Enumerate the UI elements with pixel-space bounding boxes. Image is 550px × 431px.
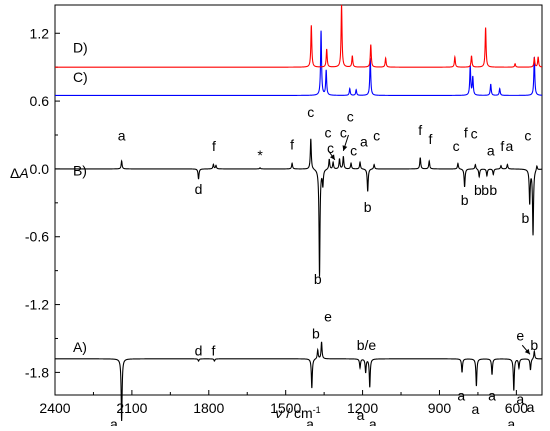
peak-annotation: b [474,182,482,198]
series-line [55,341,542,422]
peak-annotation: b [461,192,469,208]
y-axis-label-symbol: A [18,165,28,181]
peak-annotation: b [521,210,529,226]
peak-annotation: a [488,388,496,404]
peak-annotation: a [357,407,365,423]
peak-annotation: b [489,182,497,198]
peak-annotation: f [464,124,468,140]
series-line [55,30,542,96]
peak-annotation: c [471,125,478,141]
peak-annotation: f [418,122,422,138]
peak-annotation: a [118,128,126,144]
x-tick-label: 2400 [39,400,70,416]
annotation-arrow-head [524,348,530,355]
peak-annotation: f [500,138,504,154]
x-tick-label: 900 [428,400,452,416]
y-axis-label: ΔA [10,165,29,181]
x-tick-label: 1800 [193,400,224,416]
peak-annotation: a [306,416,314,426]
peak-annotation: a [471,401,479,417]
peak-annotation: c [307,104,314,120]
panel-label: D) [73,39,88,55]
x-tick-label: 2100 [116,400,147,416]
peak-annotation: a [516,391,524,407]
series-line [55,4,543,68]
x-axis-label-exponent: -1 [313,405,321,415]
y-tick-label: 0.0 [30,161,50,177]
peak-annotation: f [211,342,215,358]
peak-annotation: f [212,138,216,154]
panel-label: A) [73,339,87,355]
peak-annotation: b [312,325,320,341]
peak-annotation: c [524,128,531,144]
peak-annotation: c [340,124,347,140]
x-axis-label-symbol: ν [275,405,282,421]
y-tick-label: 1.2 [30,25,50,41]
peak-annotation: a [527,399,535,415]
peak-annotation: b [364,199,372,215]
peak-annotation: c [347,108,354,124]
peak-annotation: a [487,142,495,158]
peak-annotation: a [507,416,515,426]
peak-annotation: a [110,416,118,426]
peak-annotation: * [257,147,263,163]
annotation-arrow-head [329,154,335,160]
peak-annotation: f [290,137,294,153]
x-tick-label: 1500 [270,400,301,416]
peak-annotation: b [481,182,489,198]
y-axis-label-delta: Δ [10,165,19,181]
y-axis-ticks: 1.2 0.6 0.0 -0.6 -1.2 -1.8 [25,25,60,380]
x-tick-label: 600 [505,400,529,416]
x-axis-label: ν / cm-1 [275,405,320,421]
y-tick-label: -1.8 [25,364,49,380]
y-tick-label: -0.6 [25,229,49,245]
peak-annotation: c [324,124,331,140]
peak-annotation: f [429,131,433,147]
peak-annotation: a [506,138,514,154]
x-tick-label: 1200 [347,400,378,416]
peak-annotation: a [360,133,368,149]
y-tick-label: 0.6 [30,93,50,109]
peak-annotation: b [314,271,322,287]
peak-annotation: d [195,181,203,197]
peak-annotation: e [516,328,524,344]
peak-annotation: c [373,128,380,144]
annotation-arrow-head [342,145,348,151]
series-group [55,4,543,422]
series-line [55,138,542,277]
peak-annotation: e [324,309,332,325]
peak-annotation: a [457,388,465,404]
peak-annotation: b/e [357,337,377,353]
peak-annotation: c [350,142,357,158]
y-tick-label: -1.2 [25,297,49,313]
x-axis-ticks: 2400 2100 1800 1500 1200 900 600 [39,390,528,416]
peak-annotation: c [453,138,460,154]
x-axis-label-unit: / cm [282,405,312,421]
peak-annotation: c [327,140,334,156]
peak-annotation: a [369,416,377,426]
panel-label: C) [73,69,88,85]
peak-annotation: d [195,342,203,358]
plot-frame [54,4,543,396]
peak-annotation: b [530,337,538,353]
panel-label: B) [73,163,87,179]
